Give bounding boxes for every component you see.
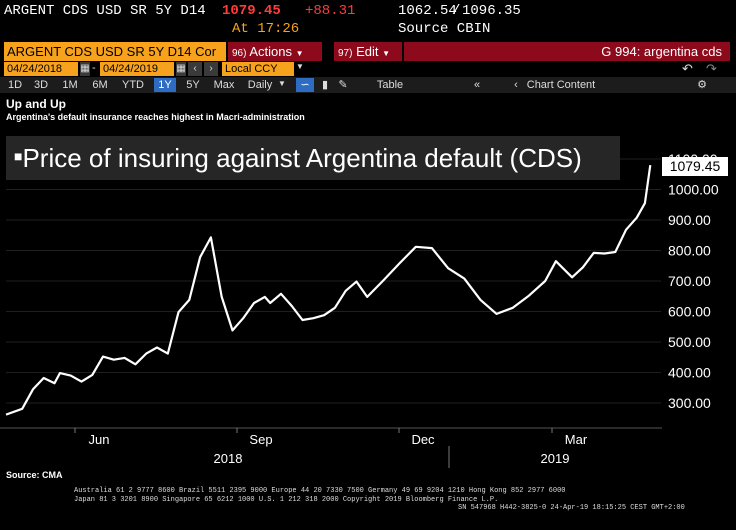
source-label: Source CBIN — [398, 21, 491, 37]
chart-content-button[interactable]: Chart Content — [526, 79, 596, 91]
series-line — [5, 164, 652, 416]
chart-subtitle: Argentina's default insurance reaches hi… — [6, 112, 305, 122]
period-max[interactable]: Max — [213, 79, 235, 91]
currency-select[interactable]: Local CCY — [222, 62, 294, 76]
undo-icon[interactable]: ↶ — [682, 61, 693, 76]
period-1m[interactable]: 1M — [62, 79, 78, 91]
footer-contacts: Australia 61 2 9777 8600 Brazil 5511 239… — [74, 487, 566, 495]
period-5y[interactable]: 5Y — [186, 79, 200, 91]
bar-chart-icon[interactable]: ▮ — [321, 79, 329, 91]
bullet-icon: ■ — [14, 148, 23, 164]
date-dash: - — [92, 62, 96, 74]
annotation-box — [6, 136, 620, 180]
table-button[interactable]: Table — [376, 79, 404, 91]
x-tick-label: Mar — [565, 432, 588, 447]
back-arrow-icon[interactable]: ‹ — [188, 62, 202, 76]
y-tick-label: 400.00 — [668, 365, 711, 381]
x-year-label: 2018 — [214, 451, 243, 466]
actions-menu[interactable]: 96) Actions ▼ — [228, 42, 322, 61]
gridlines — [6, 158, 661, 404]
chevron-left-icon[interactable]: ‹ — [514, 79, 518, 91]
last-value-flag: 1079.45 — [662, 157, 728, 176]
annotation-label: Price of insuring against Argentina defa… — [22, 143, 582, 173]
gear-icon[interactable]: ⚙ — [697, 79, 707, 91]
frequency-select[interactable]: Daily — [247, 79, 273, 91]
source-note: Source: CMA — [6, 470, 63, 480]
chart-code[interactable]: G 994: argentina cds — [404, 42, 730, 61]
forward-arrow-icon[interactable]: › — [204, 62, 218, 76]
chevron-down-icon[interactable]: ▼ — [278, 79, 286, 88]
y-tick-label: 800.00 — [668, 243, 711, 259]
last-price: 1079.45 — [222, 3, 281, 19]
period-1d[interactable]: 1D — [7, 79, 23, 91]
security-name: ARGENT CDS USD SR 5Y D14 — [4, 3, 206, 19]
time-label: At 17:26 — [232, 21, 300, 37]
calendar-icon[interactable]: ▦ — [176, 62, 186, 76]
x-tick-label: Dec — [411, 432, 435, 447]
annotation-text: ■Price of insuring against Argentina def… — [14, 143, 582, 174]
actions-number: 96) — [232, 48, 247, 59]
edit-label: Edit — [356, 44, 379, 59]
period-1y[interactable]: 1Y — [154, 78, 176, 92]
x-tick-label: Jun — [89, 432, 110, 447]
collapse-icon[interactable]: « — [473, 79, 481, 91]
x-year-label: 2019 — [541, 451, 570, 466]
currency-label: Local CCY — [225, 63, 278, 75]
redo-icon[interactable]: ↷ — [706, 61, 717, 76]
period-row: 1D 3D 1M 6M YTD 1Y 5Y Max Daily ▼ ∽ ▮ ✎ … — [0, 77, 736, 93]
line-chart-icon[interactable]: ∽ — [296, 78, 314, 92]
footer-serial: SN 547968 H442-3825-0 24-Apr-19 18:15:25… — [458, 504, 685, 512]
edit-menu[interactable]: 97) Edit ▼ — [334, 42, 402, 61]
cds-line-chart: 300.00 400.00 500.00 600.00 700.00 800.00 900.… — [0, 151, 719, 468]
y-axis-ticks: 300.00 400.00 500.00 600.00 700.00 800.00 900.… — [668, 151, 719, 411]
ticker-input[interactable]: ARGENT CDS USD SR 5Y D14 Cor — [4, 42, 226, 61]
quote-strip: ARGENT CDS USD SR 5Y D14 1079.45 +88.31 … — [0, 0, 736, 40]
command-row: ARGENT CDS USD SR 5Y D14 Cor 96) Actions… — [0, 42, 736, 61]
x-tick-label: Sep — [249, 432, 272, 447]
draw-icon[interactable]: ✎ — [338, 79, 348, 91]
x-axis: Jun Sep Dec Mar 2018 2019 — [0, 427, 662, 468]
edit-number: 97) — [338, 48, 353, 59]
actions-label: Actions — [249, 44, 292, 59]
period-3d[interactable]: 3D — [33, 79, 49, 91]
chevron-down-icon[interactable]: ▼ — [296, 62, 304, 71]
price-change: +88.31 — [305, 3, 356, 19]
chevron-down-icon: ▼ — [295, 49, 304, 58]
y-tick-label: 900.00 — [668, 212, 711, 228]
high-price: 1096.35 — [462, 3, 521, 19]
y-tick-label: 600.00 — [668, 304, 711, 320]
low-price: 1062.54 — [398, 3, 457, 19]
y-tick-label: 500.00 — [668, 334, 711, 350]
start-date-field[interactable]: 04/24/2018 — [4, 62, 78, 76]
y-tick-label: 300.00 — [668, 395, 711, 411]
calendar-icon[interactable]: ▦ — [80, 62, 90, 76]
chart-title: Up and Up — [6, 97, 66, 111]
y-tick-label: 700.00 — [668, 273, 711, 289]
footer-contacts-2: Japan 81 3 3201 8900 Singapore 65 6212 1… — [74, 496, 499, 504]
period-6m[interactable]: 6M — [92, 79, 108, 91]
y-tick-label: 1000.00 — [668, 182, 719, 198]
end-date-field[interactable]: 04/24/2019 — [100, 62, 174, 76]
chevron-down-icon: ▼ — [382, 49, 391, 58]
period-ytd[interactable]: YTD — [122, 79, 144, 91]
range-separator: / — [452, 3, 461, 19]
date-row: 04/24/2018 ▦ - 04/24/2019 ▦ ‹ › Local CC… — [0, 61, 736, 77]
